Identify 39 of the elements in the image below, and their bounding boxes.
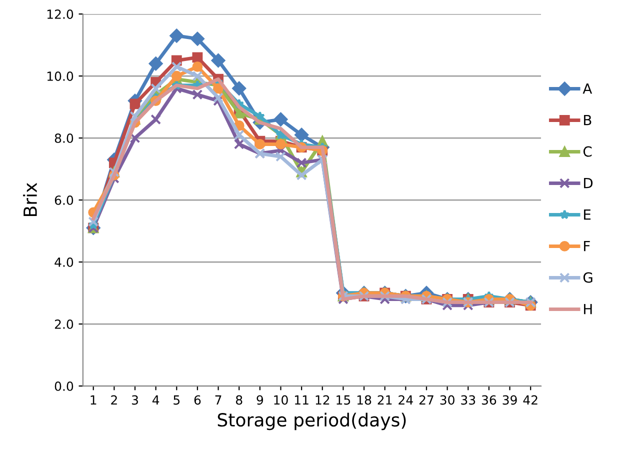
x-tick-label: 33: [461, 395, 476, 405]
x-tick-label: 11: [294, 395, 308, 405]
legend-label: B: [584, 114, 592, 126]
x-tick-label: 5: [174, 395, 180, 405]
x-tick-label: 42: [523, 395, 538, 405]
x-tick-label: 2: [111, 395, 117, 405]
x-tick-label: 7: [215, 395, 222, 405]
x-tick-label: 3: [132, 395, 138, 405]
legend-label: F: [584, 240, 590, 252]
y-tick-label: 12.0: [47, 9, 74, 19]
x-tick-label: 39: [502, 395, 517, 405]
x-tick-label: 4: [152, 395, 160, 405]
x-tick-label: 12: [316, 395, 330, 405]
legend-label: A: [582, 83, 592, 94]
y-tick-label: 0.0: [54, 381, 74, 391]
x-tick-label: 27: [419, 395, 434, 405]
x-tick-label: 36: [482, 395, 496, 405]
x-tick-label: 9: [256, 395, 264, 405]
x-tick-label: 8: [236, 395, 242, 405]
y-tick-label: 6.0: [54, 195, 74, 205]
y-axis-title: Brix: [23, 182, 37, 216]
legend-label: D: [584, 178, 593, 188]
x-tick-label: 10: [274, 395, 288, 405]
x-tick-label: 18: [357, 395, 372, 405]
y-tick-label: 4.0: [54, 257, 74, 267]
x-tick-label: 1: [90, 395, 96, 405]
x-tick-label: 24: [398, 395, 413, 405]
x-tick-label: 15: [336, 395, 350, 405]
x-tick-label: 30: [440, 395, 454, 405]
x-tick-label: 6: [194, 395, 201, 405]
x-tick-label: 21: [378, 395, 392, 405]
y-tick-label: 10.0: [47, 71, 74, 81]
legend-label: H: [584, 304, 592, 314]
legend-label: G: [583, 272, 592, 283]
x-axis-title: Storage period(days): [218, 412, 406, 430]
y-tick-label: 2.0: [54, 319, 74, 329]
y-tick-label: 8.0: [54, 133, 74, 143]
legend-label: C: [583, 146, 592, 157]
legend-label: E: [584, 209, 591, 220]
